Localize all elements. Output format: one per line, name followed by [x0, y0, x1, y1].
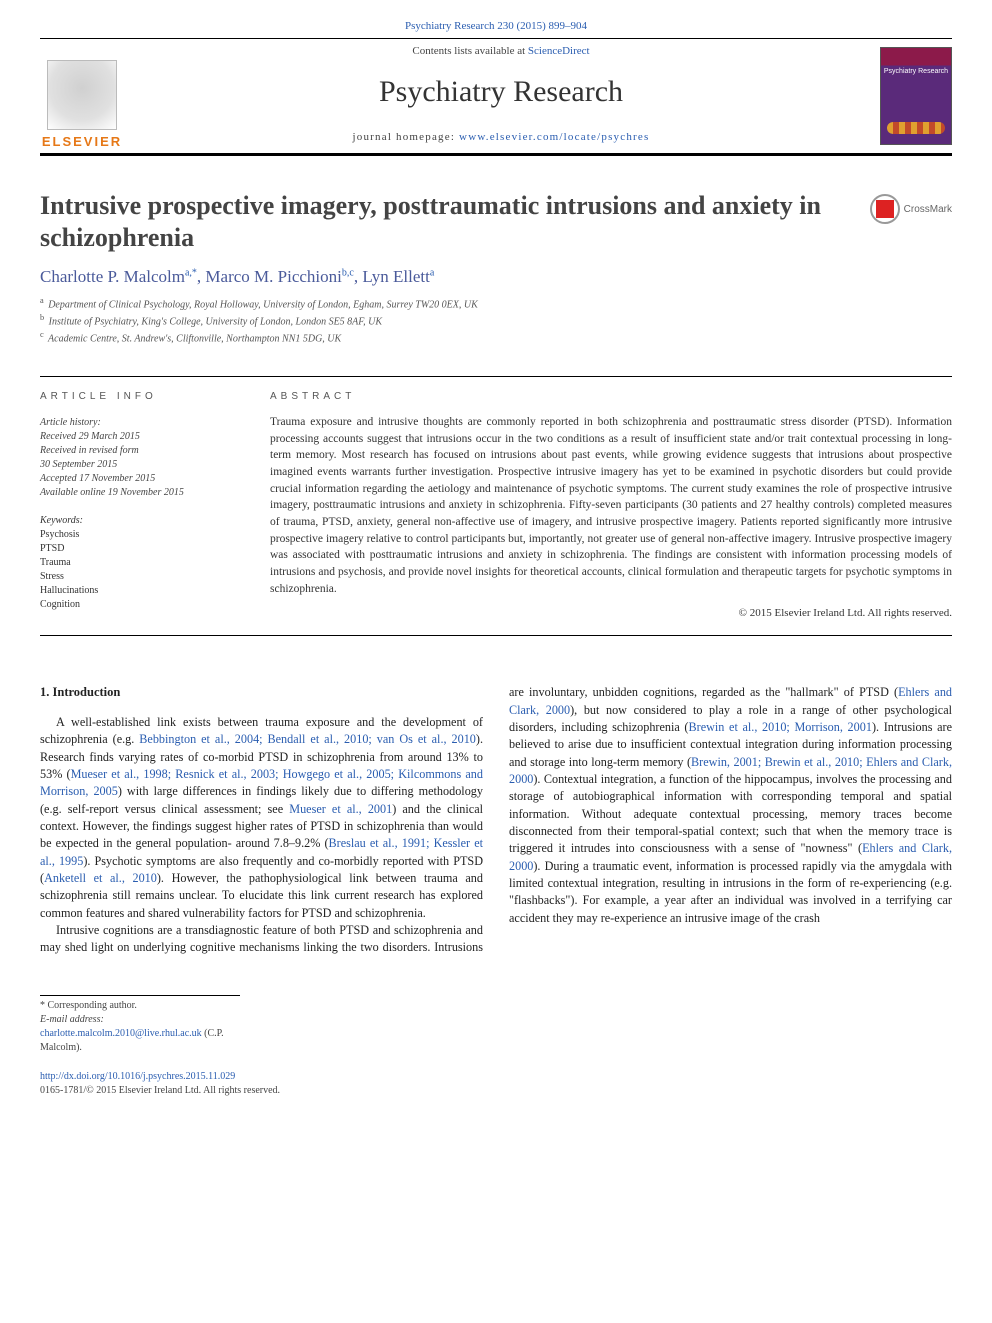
author-1-affil[interactable]: a,* [185, 268, 197, 279]
ref-link[interactable]: Brewin et al., 2010; Morrison, 2001 [689, 720, 872, 734]
history-revised-2: 30 September 2015 [40, 458, 240, 472]
keyword-item: Hallucinations [40, 584, 240, 598]
author-3: Lyn Ellett [362, 267, 430, 286]
affiliations: a Department of Clinical Psychology, Roy… [40, 295, 952, 345]
section-heading: 1. Introduction [40, 684, 483, 702]
history-label: Article history: [40, 416, 240, 430]
author-2-affil[interactable]: b,c [342, 268, 354, 279]
keywords-label: Keywords: [40, 514, 240, 528]
authors-line: Charlotte P. Malcolma,*, Marco M. Picchi… [40, 267, 952, 287]
meta-columns: ARTICLE INFO Article history: Received 2… [40, 376, 952, 636]
contents-line: Contents lists available at ScienceDirec… [130, 45, 872, 57]
article-history: Article history: Received 29 March 2015 … [40, 416, 240, 500]
history-received: Received 29 March 2015 [40, 430, 240, 444]
abstract-text: Trauma exposure and intrusive thoughts a… [270, 414, 952, 597]
ref-link[interactable]: Anketell et al., 2010 [44, 871, 157, 885]
affiliation-b: Institute of Psychiatry, King's College,… [49, 317, 382, 328]
journal-cover-thumb: Psychiatry Research [872, 39, 952, 153]
section-title: Introduction [53, 685, 121, 699]
body-paragraph-1: A well-established link exists between t… [40, 714, 483, 922]
homepage-prefix: journal homepage: [353, 131, 460, 143]
history-revised-1: Received in revised form [40, 444, 240, 458]
citation-link[interactable]: Psychiatry Research 230 (2015) 899–904 [405, 20, 587, 32]
author-1: Charlotte P. Malcolm [40, 267, 185, 286]
doi-link[interactable]: http://dx.doi.org/10.1016/j.psychres.201… [40, 1071, 235, 1082]
page-footer: * Corresponding author. E-mail address: … [40, 995, 952, 1098]
elsevier-logo: ELSEVIER [40, 39, 130, 153]
abstract-copyright: © 2015 Elsevier Ireland Ltd. All rights … [270, 607, 952, 619]
ref-link[interactable]: Bebbington et al., 2004; Bendall et al.,… [139, 732, 476, 746]
elsevier-tree-icon [47, 60, 117, 130]
sciencedirect-link[interactable]: ScienceDirect [528, 45, 590, 57]
affiliation-c: Academic Centre, St. Andrew's, Cliftonvi… [48, 333, 341, 344]
history-online: Available online 19 November 2015 [40, 486, 240, 500]
author-2: Marco M. Picchioni [205, 267, 341, 286]
running-citation: Psychiatry Research 230 (2015) 899–904 [40, 20, 952, 32]
affiliation-a: Department of Clinical Psychology, Royal… [48, 300, 478, 311]
email-label: E-mail address: [40, 1014, 104, 1025]
author-3-affil[interactable]: a [430, 268, 434, 279]
keywords-block: Keywords: Psychosis PTSD Trauma Stress H… [40, 514, 240, 612]
article-info-heading: ARTICLE INFO [40, 391, 240, 402]
article-title: Intrusive prospective imagery, posttraum… [40, 190, 870, 253]
journal-header: ELSEVIER Contents lists available at Sci… [40, 38, 952, 156]
keyword-item: Stress [40, 570, 240, 584]
homepage-link[interactable]: www.elsevier.com/locate/psychres [459, 131, 649, 143]
crossmark-widget[interactable]: CrossMark [870, 194, 952, 224]
contents-prefix: Contents lists available at [412, 45, 527, 57]
crossmark-icon [870, 194, 900, 224]
issn-copyright: 0165-1781/© 2015 Elsevier Ireland Ltd. A… [40, 1084, 952, 1098]
history-accepted: Accepted 17 November 2015 [40, 472, 240, 486]
elsevier-wordmark: ELSEVIER [42, 134, 122, 149]
corresponding-author: * Corresponding author. [40, 999, 240, 1013]
section-number: 1. [40, 685, 49, 699]
crossmark-label: CrossMark [904, 204, 952, 215]
keyword-item: Psychosis [40, 528, 240, 542]
body-columns: 1. Introduction A well-established link … [40, 684, 952, 956]
abstract-heading: ABSTRACT [270, 391, 952, 402]
corresponding-email-link[interactable]: charlotte.malcolm.2010@live.rhul.ac.uk [40, 1028, 202, 1039]
journal-name: Psychiatry Research [130, 75, 872, 109]
ref-link[interactable]: Mueser et al., 2001 [289, 802, 392, 816]
homepage-line: journal homepage: www.elsevier.com/locat… [130, 131, 872, 143]
cover-title: Psychiatry Research [881, 48, 951, 75]
keyword-item: PTSD [40, 542, 240, 556]
keyword-item: Cognition [40, 598, 240, 612]
keyword-item: Trauma [40, 556, 240, 570]
